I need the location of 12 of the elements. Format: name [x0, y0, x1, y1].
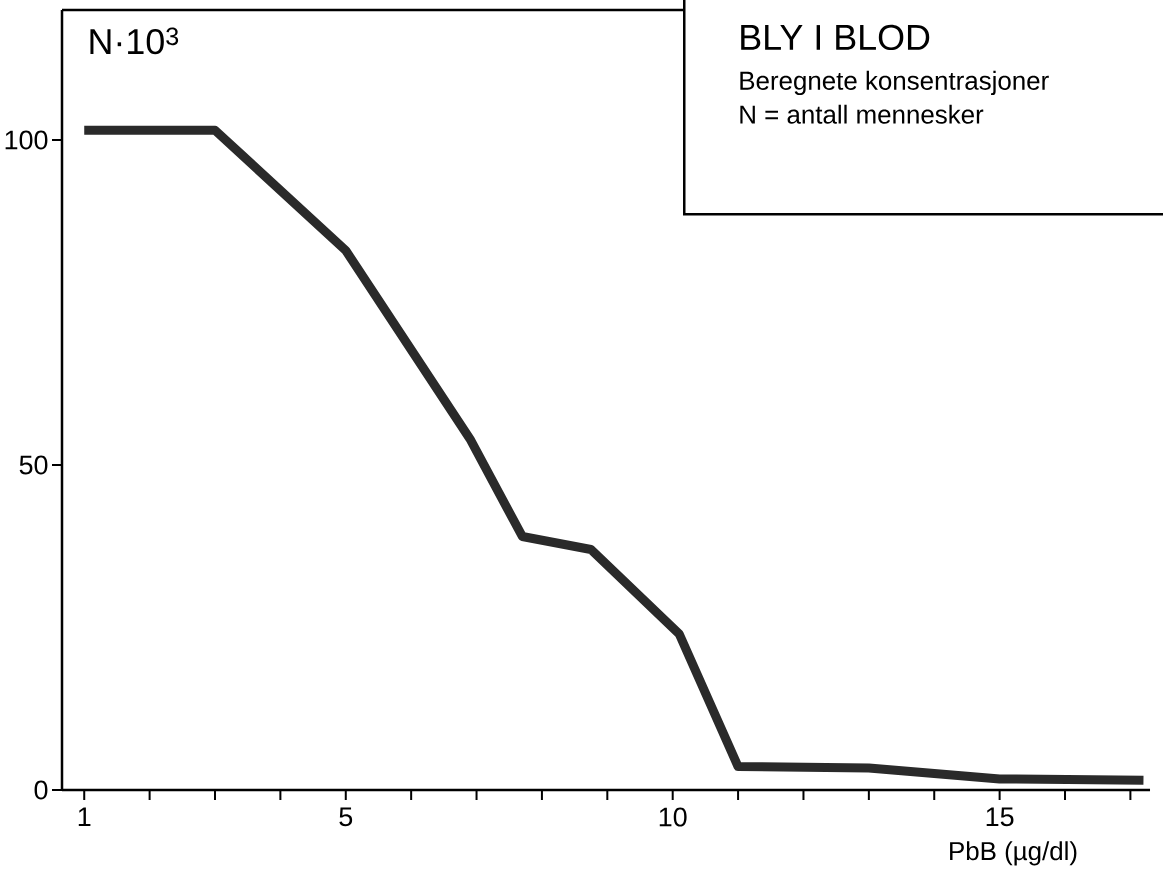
x-tick-label: 10: [659, 807, 687, 827]
x-tick-label: 5: [339, 807, 353, 827]
x-axis-title: PbB (µg/dl): [950, 841, 1077, 866]
chart-title: BLY I BLOD: [741, 24, 930, 51]
text: Beregnete konsentrasjoner: [740, 70, 1049, 96]
y-axis-title: N·10$^{3}$: [90, 27, 179, 55]
annotation: N = antall mennesker: [740, 104, 984, 124]
x-tick-label: 15: [986, 807, 1014, 827]
y-tick-label: 0: [34, 780, 48, 800]
y-tick-label: 100: [5, 130, 48, 150]
x-tick-label: 1: [78, 807, 91, 827]
y-tick-label: 50: [19, 455, 48, 475]
